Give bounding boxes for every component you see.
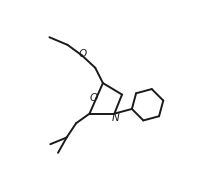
Text: O: O [78,49,87,59]
Text: N: N [112,113,120,123]
Text: O: O [89,93,97,103]
